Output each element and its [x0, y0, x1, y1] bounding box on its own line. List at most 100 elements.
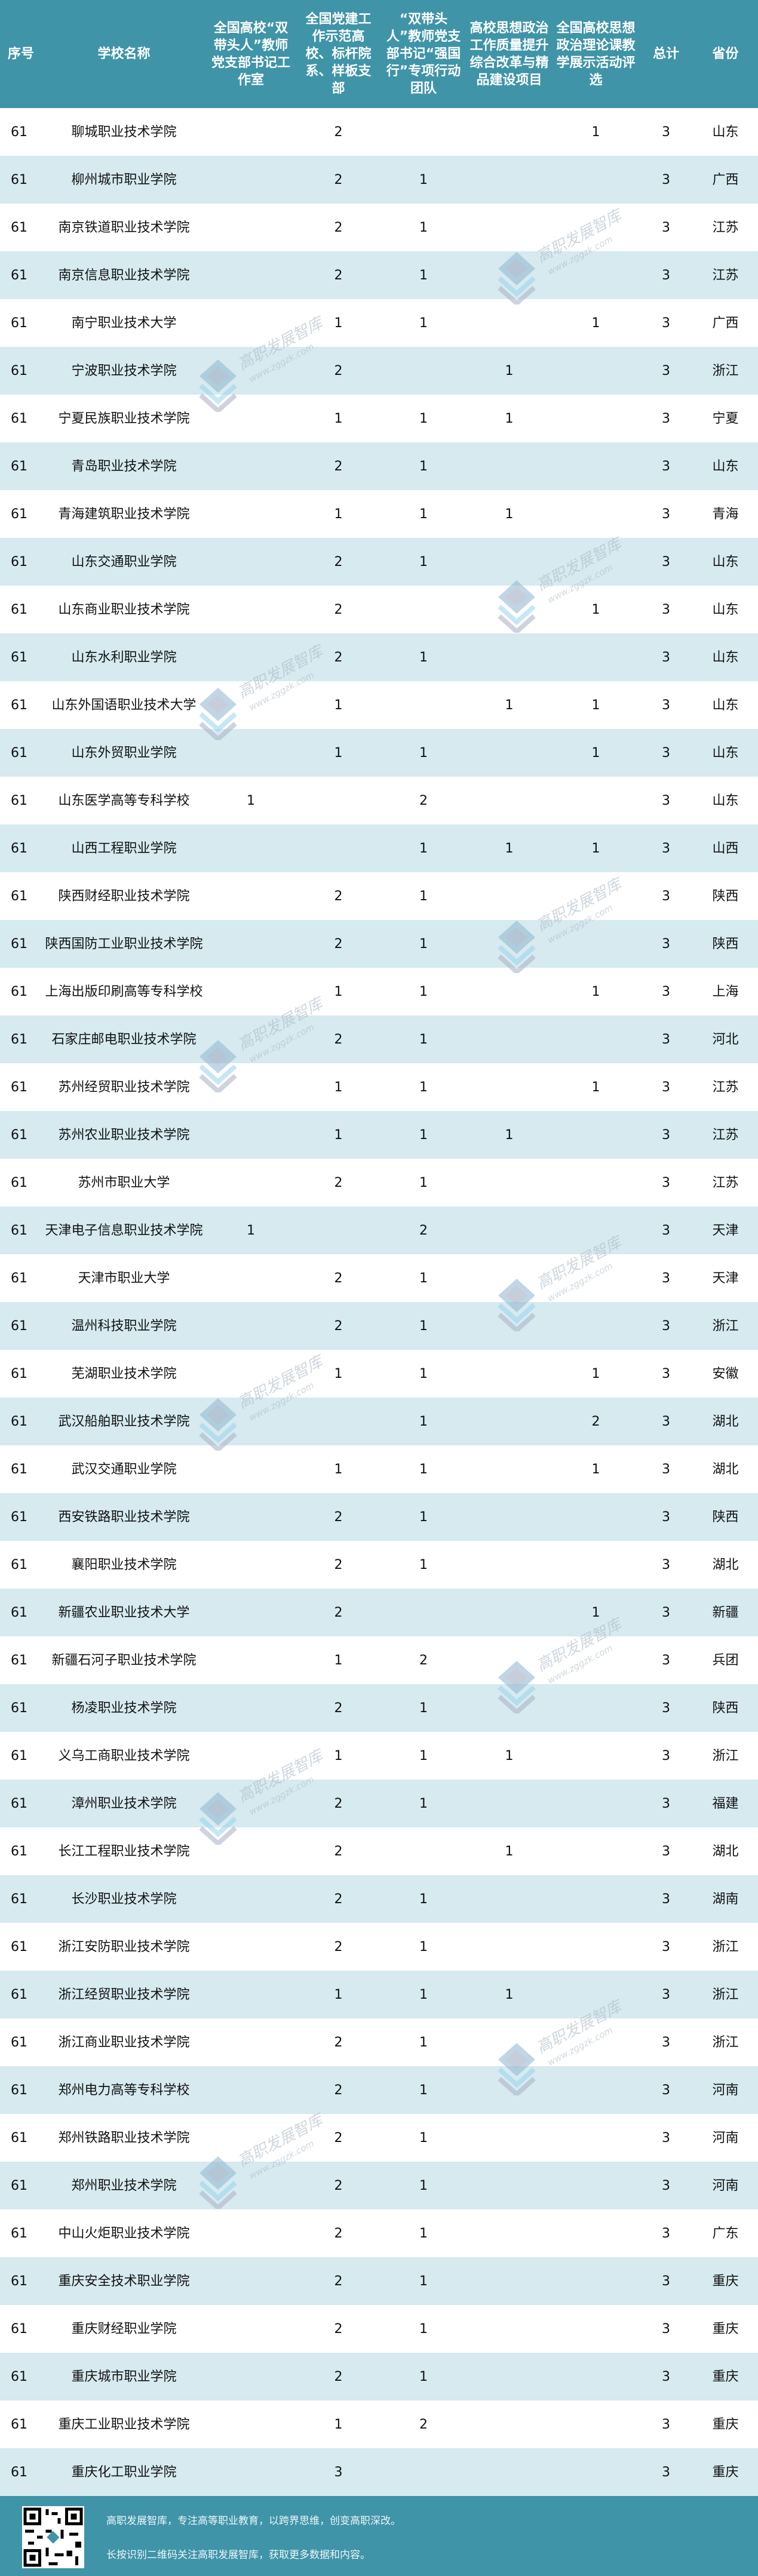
cell-school-name: 襄阳职业技术学院	[71, 1557, 177, 1572]
cell-strong-nation-team: 1	[419, 1748, 428, 1764]
cell-school-name: 中山火炬职业技术学院	[58, 2226, 190, 2241]
cell-school-name: 宁波职业技术学院	[71, 363, 177, 378]
cell-party-building-model: 1	[334, 2417, 343, 2432]
cell-ideology-reform-project: 1	[505, 841, 514, 856]
cell-strong-nation-team: 1	[419, 650, 428, 665]
cell-total: 3	[662, 1891, 670, 1907]
cell-ideology-reform-project	[466, 729, 553, 777]
cell-strong-nation-team: 2	[419, 2417, 428, 2432]
cell-party-building-model: 2	[334, 2035, 343, 2050]
cell-province: 广西	[712, 172, 739, 187]
cell-party-building-model: 1	[334, 1079, 343, 1095]
cell-rank: 61	[11, 1223, 27, 1238]
cell-strong-nation-team: 1	[419, 1366, 428, 1381]
cell-province: 河南	[712, 2130, 739, 2146]
table-row: 61 南京信息职业技术学院 2 1 3 江苏	[0, 251, 758, 299]
cell-total: 3	[662, 363, 670, 378]
cell-rank: 61	[11, 2321, 27, 2337]
cell-province: 山东	[712, 697, 739, 713]
cell-total: 3	[662, 506, 670, 522]
cell-rank: 61	[11, 745, 27, 761]
cell-ideology-course-showcase	[553, 251, 639, 299]
cell-party-building-model	[296, 1207, 381, 1254]
table-body: 61 聊城职业技术学院 2 1 3 山东 61 柳州城市职业学院 2 1 3 广西 61 南京铁道职业技术…	[0, 108, 758, 2496]
table-row: 61 重庆城市职业学院 2 1 3 重庆	[0, 2353, 758, 2400]
cell-strong-nation-team: 1	[419, 1414, 428, 1429]
cell-strong-nation-team: 1	[419, 2178, 428, 2193]
cell-rank: 61	[11, 1891, 27, 1907]
cell-school-name: 青海建筑职业技术学院	[58, 506, 190, 522]
cell-rank: 61	[11, 2226, 27, 2241]
cell-strong-nation-team: 1	[419, 1270, 428, 1286]
cell-double-leader-studio	[206, 1875, 296, 1923]
cell-school-name: 上海出版印刷高等专科学校	[45, 984, 203, 999]
cell-ideology-reform-project	[466, 2448, 553, 2496]
cell-ideology-course-showcase	[553, 1159, 639, 1207]
cell-strong-nation-team	[381, 1589, 466, 1636]
table-row: 61 漳州职业技术学院 2 1 3 福建	[0, 1780, 758, 1827]
cell-province: 浙江	[712, 363, 739, 378]
column-header-strong-nation-team: “双带头人”教师党支部书记“强国行”专项行动团队	[386, 12, 461, 96]
table-row: 61 南京铁道职业技术学院 2 1 3 江苏	[0, 204, 758, 251]
cell-school-name: 山东交通职业学院	[71, 554, 177, 570]
column-header-ideology-course-showcase: 全国高校思想政治理论课教学展示活动评选	[556, 20, 636, 88]
cell-total: 3	[662, 697, 670, 713]
cell-ideology-reform-project	[466, 538, 553, 586]
table-row: 61 重庆财经职业学院 2 1 3 重庆	[0, 2305, 758, 2353]
cell-total: 3	[662, 1509, 670, 1525]
cell-strong-nation-team	[381, 586, 466, 633]
cell-ideology-reform-project	[466, 920, 553, 968]
cell-rank: 61	[11, 602, 27, 617]
cell-ideology-reform-project	[466, 1780, 553, 1827]
cell-school-name: 重庆化工职业学院	[71, 2464, 177, 2480]
cell-ideology-reform-project	[466, 2114, 553, 2162]
table-row: 61 浙江经贸职业技术学院 1 1 1 3 浙江	[0, 1971, 758, 2018]
cell-ideology-reform-project	[466, 1350, 553, 1398]
cell-ideology-reform-project	[466, 633, 553, 681]
table-row: 61 义乌工商职业技术学院 1 1 1 3 浙江	[0, 1732, 758, 1780]
cell-double-leader-studio	[206, 2400, 296, 2448]
table-row: 61 武汉交通职业学院 1 1 1 3 湖北	[0, 1445, 758, 1493]
cell-school-name: 柳州城市职业学院	[71, 172, 177, 187]
cell-ideology-course-showcase	[553, 1780, 639, 1827]
table-row: 61 郑州铁路职业技术学院 2 1 3 河南	[0, 2114, 758, 2162]
cell-school-name: 南京铁道职业技术学院	[58, 220, 190, 235]
cell-strong-nation-team: 1	[419, 1796, 428, 1811]
cell-rank: 61	[11, 411, 27, 426]
cell-strong-nation-team	[381, 347, 466, 395]
cell-party-building-model: 2	[334, 124, 343, 140]
cell-total: 3	[662, 1318, 670, 1334]
cell-strong-nation-team: 1	[419, 1557, 428, 1572]
cell-party-building-model: 2	[334, 888, 343, 904]
cell-double-leader-studio	[206, 490, 296, 538]
table-row: 61 浙江商业职业技术学院 2 1 3 浙江	[0, 2018, 758, 2066]
qr-code-icon[interactable]	[22, 2506, 84, 2568]
cell-party-building-model: 2	[334, 1557, 343, 1572]
cell-party-building-model: 2	[334, 2369, 343, 2384]
cell-ideology-course-showcase	[553, 490, 639, 538]
cell-province: 江苏	[712, 1079, 739, 1095]
cell-total: 3	[662, 1127, 670, 1143]
cell-party-building-model: 2	[334, 1509, 343, 1525]
cell-rank: 61	[11, 124, 27, 140]
cell-double-leader-studio	[206, 395, 296, 442]
cell-total: 3	[662, 2035, 670, 2050]
cell-rank: 61	[11, 1652, 27, 1668]
cell-ideology-reform-project	[466, 586, 553, 633]
cell-party-building-model: 1	[334, 1748, 343, 1764]
cell-rank: 61	[11, 841, 27, 856]
table-row: 61 杨凌职业技术学院 2 1 3 陕西	[0, 1684, 758, 1732]
cell-party-building-model: 2	[334, 1939, 343, 1955]
cell-party-building-model: 1	[334, 1127, 343, 1143]
cell-strong-nation-team: 1	[419, 506, 428, 522]
cell-ideology-reform-project: 1	[505, 1843, 514, 1859]
cell-total: 3	[662, 2369, 670, 2384]
cell-strong-nation-team: 2	[419, 1652, 428, 1668]
cell-rank: 61	[11, 172, 27, 187]
cell-strong-nation-team: 1	[419, 411, 428, 426]
cell-double-leader-studio	[206, 1254, 296, 1302]
cell-province: 湖北	[712, 1843, 739, 1859]
column-header-rank: 序号	[7, 47, 34, 61]
cell-province: 山东	[712, 124, 739, 140]
